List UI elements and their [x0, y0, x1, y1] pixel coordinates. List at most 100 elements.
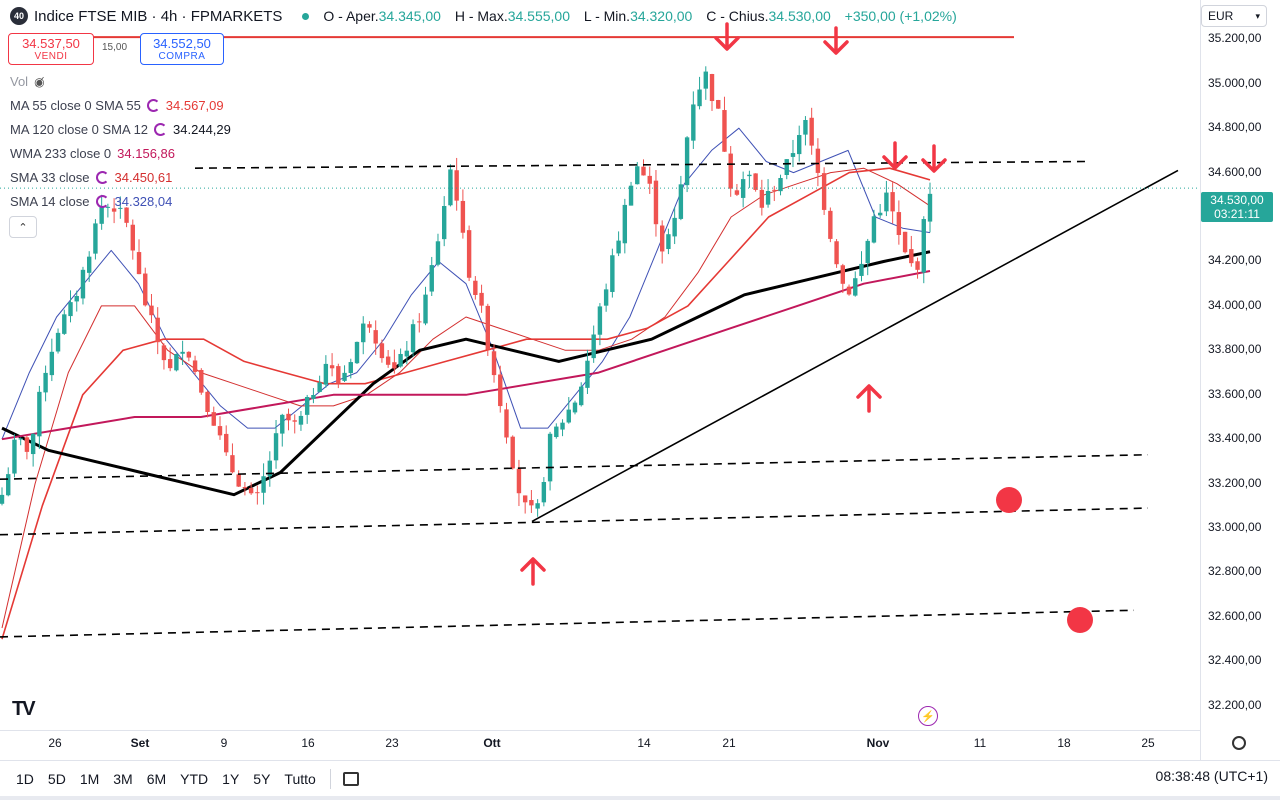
candle-body: [192, 360, 198, 372]
price-tick-label: 33.800,00: [1208, 342, 1262, 357]
spread-value: 15,00: [102, 42, 128, 53]
candle-body: [522, 495, 528, 503]
candle-body: [385, 356, 391, 365]
candle-body: [902, 231, 908, 253]
price-chart[interactable]: [0, 0, 1200, 760]
bolt-icon[interactable]: ⚡: [918, 706, 938, 726]
range-all[interactable]: Tutto: [284, 771, 316, 787]
candle-body: [666, 234, 671, 250]
range-5d[interactable]: 5D: [47, 771, 66, 787]
candle-body: [267, 460, 273, 477]
range-1m[interactable]: 1M: [79, 771, 100, 787]
eye-off-icon[interactable]: ◉̸: [34, 74, 45, 89]
candle-body: [361, 323, 366, 343]
candle-body: [865, 240, 870, 264]
target-dot: [996, 487, 1022, 513]
candle-body: [560, 422, 565, 430]
price-tick-label: 34.800,00: [1208, 120, 1262, 135]
time-tick-label: 25: [1141, 736, 1155, 750]
buy-button[interactable]: 34.552,50 COMPRA: [140, 33, 224, 65]
low-label: L - Min.: [583, 8, 631, 24]
chevron-up-icon: ⌃: [18, 221, 28, 234]
candle-body: [871, 216, 877, 243]
candle-body: [815, 148, 821, 173]
currency-select[interactable]: EUR ▾: [1201, 5, 1267, 27]
price-tick-label: 34.000,00: [1208, 297, 1262, 312]
collapse-legend-button[interactable]: ⌃: [9, 216, 37, 238]
candle-body: [647, 175, 652, 184]
open-label: O - Aper.: [323, 8, 379, 24]
range-1d[interactable]: 1D: [16, 771, 34, 787]
candle-body: [541, 482, 547, 503]
chevron-down-icon: ▾: [1255, 10, 1260, 21]
candle-body: [909, 249, 914, 264]
candle-body: [311, 395, 316, 399]
candle-body: [653, 180, 659, 225]
dashed-trendline: [0, 507, 1149, 536]
cycle-icon[interactable]: [95, 195, 109, 208]
candle-body: [460, 200, 466, 233]
candle-body: [697, 89, 702, 107]
ohlc-values: O - Aper.34.345,00 H - Max.34.555,00 L -…: [323, 8, 966, 24]
symbol-title[interactable]: Indice FTSE MIB · 4h · FPMARKETS: [34, 7, 283, 25]
sma33-value: 34.450,61: [114, 170, 173, 185]
legend-wma233[interactable]: WMA 233 close 0 34.156,86: [10, 146, 175, 161]
clock[interactable]: 08:38:48 (UTC+1): [1155, 768, 1268, 784]
symbol-badge: 40: [10, 7, 28, 25]
candle-body: [778, 177, 783, 192]
range-1y[interactable]: 1Y: [222, 771, 240, 787]
candle-body: [174, 353, 179, 371]
candle-body: [74, 295, 79, 302]
tradingview-logo[interactable]: TV: [12, 698, 36, 720]
cycle-icon[interactable]: [154, 123, 168, 136]
sell-button[interactable]: 34.537,50 VENDI: [8, 33, 94, 65]
candle-body: [597, 306, 603, 335]
candle-body: [498, 374, 503, 407]
gear-icon[interactable]: [1232, 736, 1246, 750]
price-tick-label: 32.600,00: [1208, 608, 1262, 623]
range-3m[interactable]: 3M: [113, 771, 133, 787]
legend-sma14[interactable]: SMA 14 close 34.328,04: [10, 194, 172, 209]
cycle-icon[interactable]: [146, 99, 160, 112]
candle-body: [491, 351, 497, 376]
candle-body: [6, 474, 11, 496]
price-axis[interactable]: [1200, 0, 1280, 760]
candle-body: [99, 206, 104, 224]
candle-body: [834, 241, 839, 265]
legend-volume[interactable]: Vol ◉̸: [10, 74, 45, 89]
legend-ma55[interactable]: MA 55 close 0 SMA 55 34.567,09: [10, 98, 224, 113]
candle-body: [186, 351, 192, 358]
candle-body: [292, 420, 297, 422]
range-6m[interactable]: 6M: [146, 771, 167, 787]
candle-body: [566, 409, 571, 423]
candlestick-series: [0, 66, 933, 517]
legend-sma33[interactable]: SMA 33 close 34.450,61: [10, 170, 172, 185]
sma14-label: SMA 14 close: [10, 194, 90, 209]
range-ytd[interactable]: YTD: [180, 771, 209, 787]
arrow-down-icon: [882, 141, 908, 170]
cycle-icon[interactable]: [95, 171, 109, 184]
candle-body: [86, 256, 92, 273]
legend-ma120[interactable]: MA 120 close 0 SMA 12 34.244,29: [10, 122, 231, 137]
candle-body: [610, 255, 615, 292]
candle-body: [373, 330, 378, 344]
candle-body: [342, 372, 347, 381]
candle-body: [30, 433, 36, 455]
arrow-down-icon: [921, 144, 947, 173]
range-5y[interactable]: 5Y: [253, 771, 271, 787]
candle-body: [298, 415, 304, 425]
price-tick-label: 35.000,00: [1208, 75, 1262, 90]
candle-body: [136, 252, 142, 275]
candle-body: [797, 135, 802, 155]
open-value: 34.345,00: [378, 8, 441, 24]
candle-body: [529, 500, 534, 506]
calendar-icon[interactable]: [342, 772, 359, 786]
time-tick-label: Nov: [866, 736, 890, 750]
candle-body: [236, 474, 241, 487]
price-tick-label: 33.600,00: [1208, 386, 1262, 401]
candle-body: [105, 206, 111, 208]
candle-body: [149, 305, 154, 316]
candle-body: [641, 166, 646, 176]
price-tick-label: 32.800,00: [1208, 564, 1262, 579]
candle-body: [734, 190, 740, 195]
